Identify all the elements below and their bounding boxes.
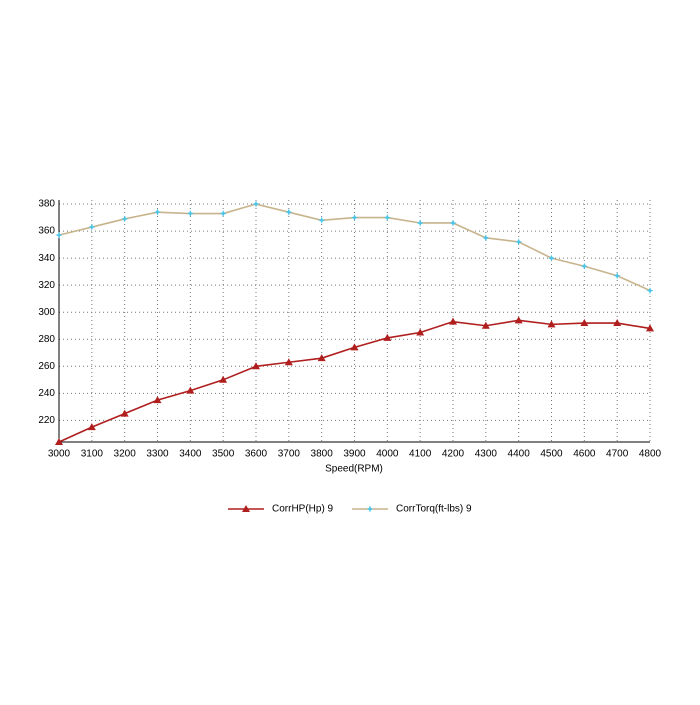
marker <box>284 358 293 366</box>
marker <box>186 210 194 218</box>
marker <box>481 321 490 329</box>
x-tick-label: 4000 <box>376 449 399 460</box>
marker <box>482 234 490 242</box>
x-tick-label: 3400 <box>179 449 202 460</box>
x-tick-label: 3600 <box>245 449 268 460</box>
marker <box>317 354 326 362</box>
y-tick-label: 280 <box>38 334 55 345</box>
legend-marker <box>366 505 374 513</box>
x-tick-label: 3500 <box>212 449 235 460</box>
marker <box>613 319 622 327</box>
marker <box>646 324 654 332</box>
marker <box>548 254 555 262</box>
marker <box>351 214 358 222</box>
marker <box>416 328 425 336</box>
marker <box>186 386 195 394</box>
x-tick-label: 4500 <box>540 449 563 460</box>
legend-label: CorrTorq(ft-lbs) 9 <box>396 504 472 515</box>
marker <box>646 287 654 295</box>
legend-marker <box>242 505 250 512</box>
marker <box>55 231 63 239</box>
marker <box>449 317 457 325</box>
marker <box>350 343 359 351</box>
marker <box>416 219 424 227</box>
marker <box>87 423 96 431</box>
marker <box>154 208 161 216</box>
x-tick-label: 4100 <box>409 449 432 460</box>
x-tick-label: 4600 <box>573 449 596 460</box>
marker <box>121 215 129 223</box>
marker <box>449 219 457 227</box>
marker <box>318 216 326 224</box>
marker <box>514 316 523 324</box>
marker <box>55 438 63 445</box>
marker <box>515 238 523 246</box>
legend-label: CorrHP(Hp) 9 <box>272 504 334 515</box>
y-tick-label: 340 <box>38 253 55 264</box>
x-tick-label: 3700 <box>278 449 301 460</box>
marker <box>580 319 589 327</box>
marker <box>153 396 162 404</box>
marker <box>383 333 392 341</box>
marker <box>88 223 96 231</box>
y-tick-label: 360 <box>38 226 55 237</box>
x-tick-label: 4300 <box>475 449 498 460</box>
marker <box>580 262 588 270</box>
x-tick-label: 3300 <box>146 449 169 460</box>
x-tick-label: 4800 <box>639 449 662 460</box>
marker <box>252 200 260 208</box>
y-tick-label: 300 <box>38 307 55 318</box>
x-tick-label: 4400 <box>508 449 531 460</box>
marker <box>252 362 260 370</box>
marker <box>285 208 293 216</box>
marker <box>219 210 227 218</box>
x-tick-label: 3900 <box>343 449 366 460</box>
marker <box>120 409 129 417</box>
x-axis-label: Speed(RPM) <box>325 464 383 475</box>
marker <box>613 272 621 280</box>
x-tick-label: 3100 <box>81 449 104 460</box>
x-tick-label: 4200 <box>442 449 465 460</box>
y-tick-label: 380 <box>38 199 55 210</box>
x-tick-label: 3800 <box>311 449 334 460</box>
x-tick-label: 3000 <box>48 449 71 460</box>
y-tick-label: 220 <box>38 415 55 426</box>
x-tick-label: 4700 <box>606 449 629 460</box>
y-tick-label: 260 <box>38 361 55 372</box>
x-tick-label: 3200 <box>114 449 137 460</box>
marker <box>547 320 556 328</box>
marker <box>383 214 391 222</box>
y-tick-label: 320 <box>38 280 55 291</box>
y-tick-label: 240 <box>38 388 55 399</box>
marker <box>219 375 228 383</box>
